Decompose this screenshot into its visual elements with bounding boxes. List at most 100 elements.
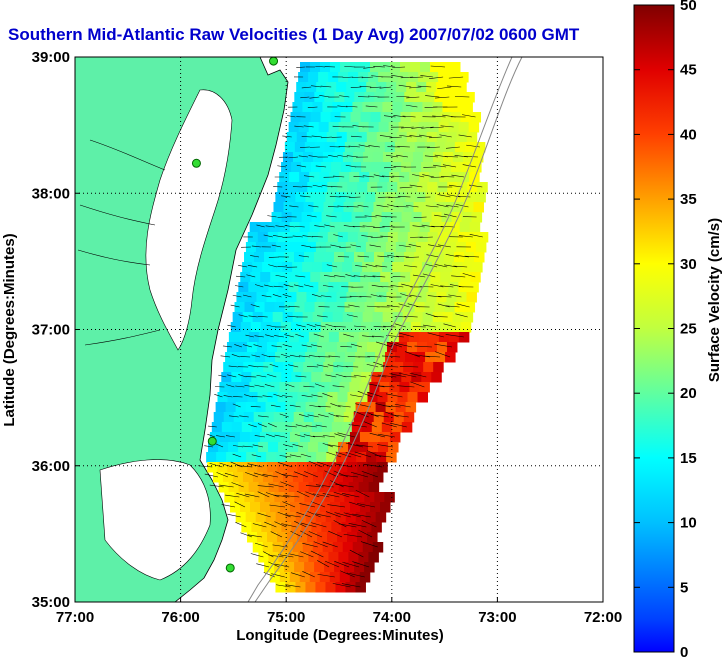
velocity-arrow [333, 491, 350, 498]
velocity-cell [339, 382, 350, 393]
velocity-cell [466, 132, 478, 143]
velocity-arrow [274, 521, 287, 528]
velocity-arrow [358, 144, 370, 148]
velocity-cell [471, 212, 483, 223]
velocity-cell [360, 502, 371, 513]
velocity-cell [448, 122, 460, 133]
velocity-arrow [343, 512, 361, 518]
velocity-arrow [349, 549, 364, 558]
velocity-cell [387, 392, 398, 403]
velocity-cell [275, 402, 287, 413]
velocity-arrow [227, 513, 241, 518]
velocity-cell [343, 202, 354, 213]
velocity-cell [279, 222, 291, 233]
velocity-cell [388, 332, 400, 343]
velocity-cell [341, 212, 353, 223]
velocity-cell [318, 122, 330, 133]
velocity-arrow [421, 126, 434, 129]
velocity-cell [351, 162, 362, 173]
velocity-arrow [311, 294, 322, 298]
velocity-cell [282, 152, 294, 163]
velocity-cell [402, 262, 413, 273]
velocity-cell [244, 302, 256, 313]
velocity-arrow [266, 324, 276, 328]
velocity-cell [242, 472, 254, 483]
velocity-cell [246, 342, 258, 353]
velocity-cell [319, 572, 331, 583]
velocity-arrow [251, 396, 263, 398]
velocity-cell [325, 192, 336, 203]
velocity-cell [345, 512, 357, 523]
velocity-arrow [330, 403, 341, 408]
velocity-cell [436, 132, 448, 143]
velocity-cell [458, 282, 469, 293]
velocity-arrow [268, 561, 280, 568]
velocity-cell [243, 362, 254, 373]
velocity-arrow [387, 204, 399, 208]
velocity-arrow [347, 356, 361, 358]
velocity-cell [356, 342, 368, 353]
velocity-cell [294, 252, 305, 263]
velocity-arrow [346, 155, 358, 158]
velocity-arrow [303, 385, 315, 388]
velocity-cell [401, 422, 413, 433]
velocity-arrow [346, 105, 358, 108]
velocity-cell [307, 232, 319, 243]
velocity-arrow [276, 584, 291, 588]
velocity-cell [298, 282, 309, 293]
velocity-cell [324, 492, 335, 503]
velocity-cell [306, 342, 318, 353]
velocity-cell [326, 342, 338, 353]
velocity-cell [380, 112, 392, 123]
velocity-cell [274, 252, 285, 263]
velocity-arrow [344, 66, 356, 68]
velocity-cell [376, 82, 387, 93]
velocity-cell [240, 322, 252, 333]
velocity-cell [369, 382, 380, 393]
velocity-cell [402, 152, 414, 163]
velocity-cell [260, 322, 272, 333]
velocity-arrow [381, 355, 401, 358]
velocity-cell [352, 472, 364, 483]
velocity-arrow [293, 284, 304, 288]
velocity-arrow [455, 255, 470, 258]
velocity-cell [362, 262, 373, 273]
velocity-cell [277, 532, 288, 543]
velocity-cell [241, 522, 252, 533]
velocity-arrow [390, 285, 404, 288]
velocity-cell [305, 192, 316, 203]
velocity-arrow [299, 503, 316, 508]
velocity-arrow [399, 365, 419, 368]
velocity-arrow [456, 303, 470, 308]
velocity-arrow [288, 305, 300, 308]
velocity-arrow [463, 155, 478, 158]
velocity-cell [334, 492, 345, 503]
velocity-arrow [355, 265, 368, 268]
velocity-arrow [446, 85, 462, 88]
velocity-cell [301, 372, 312, 383]
velocity-cell [267, 532, 278, 543]
velocity-cell [307, 392, 318, 403]
velocity-arrow [268, 483, 284, 488]
velocity-cell [454, 252, 465, 263]
velocity-arrow [311, 85, 322, 88]
velocity-cell [371, 422, 383, 433]
velocity-cell [278, 332, 290, 343]
velocity-cell [389, 432, 401, 443]
velocity-cell [233, 412, 245, 423]
velocity-arrow [339, 196, 351, 198]
velocity-cell [316, 452, 327, 463]
velocity-cell [278, 442, 289, 453]
velocity-arrow [275, 225, 285, 228]
velocity-cell [340, 62, 351, 73]
velocity-cell [383, 362, 394, 373]
velocity-cell [291, 372, 302, 383]
velocity-cell [312, 472, 324, 483]
velocity-cell [288, 552, 299, 563]
velocity-arrow [302, 185, 313, 188]
velocity-arrow [225, 435, 235, 438]
velocity-cell [372, 312, 384, 323]
velocity-arrow [422, 324, 436, 328]
velocity-arrow [292, 444, 304, 448]
velocity-cell [312, 542, 324, 553]
